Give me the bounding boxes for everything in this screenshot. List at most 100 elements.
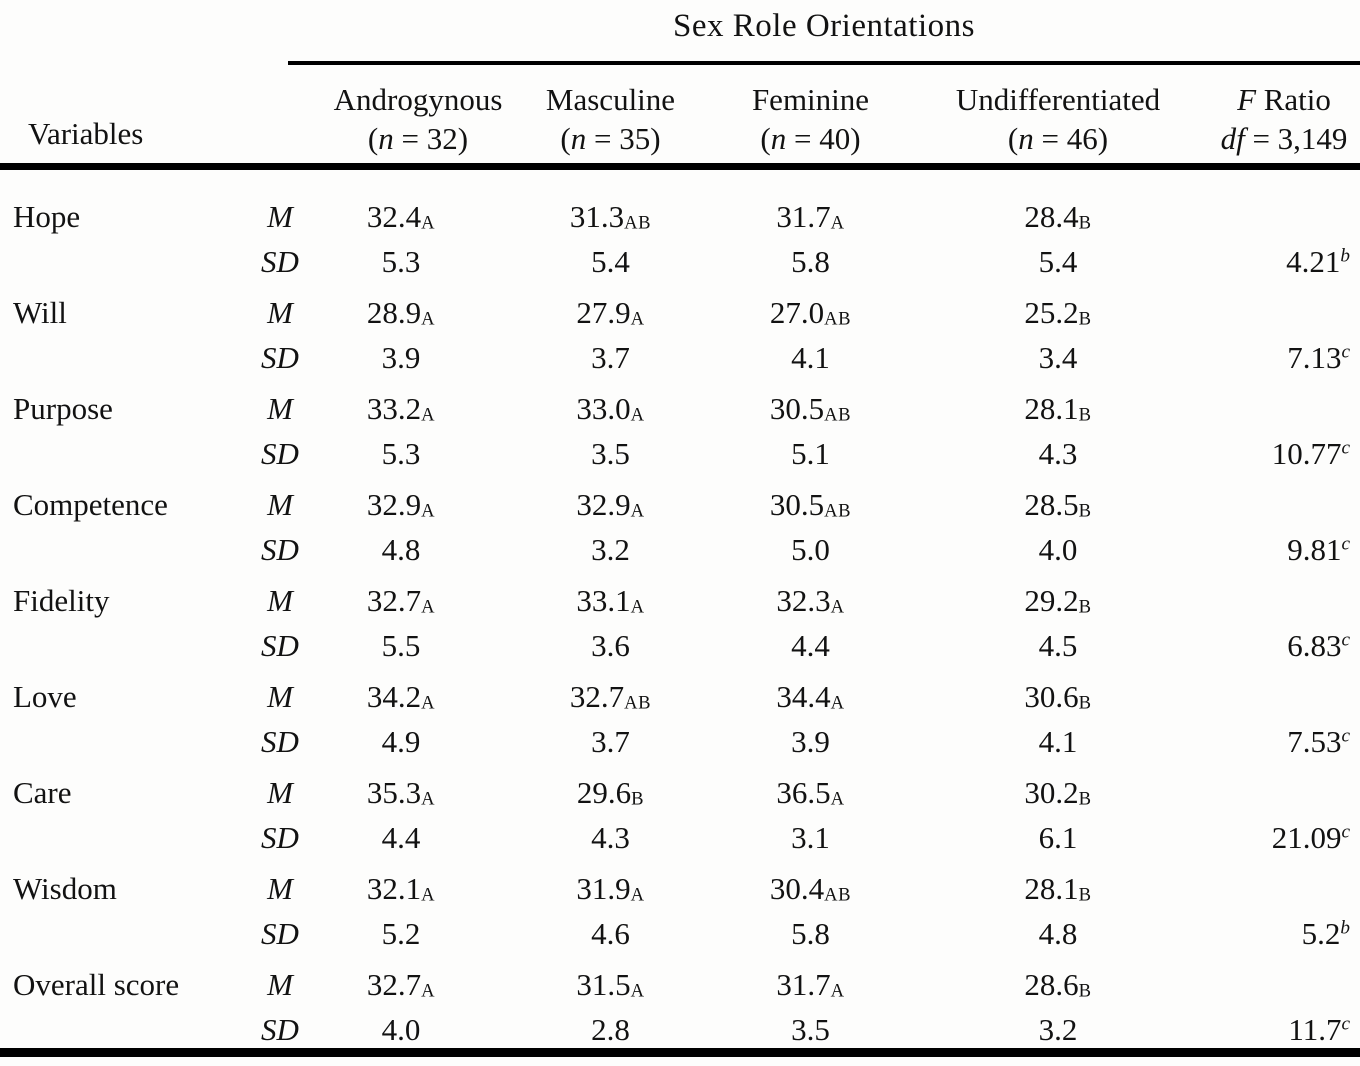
column-label: Androgynous [333, 82, 503, 117]
group-value-cell: 25.2B 3.4 [908, 290, 1208, 380]
group-value-cell: 31.9A 4.6 [508, 866, 713, 956]
stat-label-sd: SD [261, 244, 299, 279]
mean-subscript: A [630, 980, 645, 1002]
mean-line: 30.6B [908, 674, 1208, 719]
mean-subscript: A [830, 596, 845, 618]
table-row-fidelity: Fidelity M SD 32.7A 5.5 33.1A 3.6 32.3A 4.4 29.2B… [0, 578, 1360, 668]
mean-subscript: A [421, 596, 436, 618]
column-n-count: (n = 46) [908, 119, 1208, 158]
sd-value: 4.8 [381, 532, 421, 567]
stat-cell: M SD [232, 674, 328, 764]
group-value-cell: 31.7A 3.5 [713, 962, 908, 1052]
sd-value: 4.1 [791, 340, 830, 375]
group-value-cell: 30.5AB 5.1 [713, 386, 908, 476]
stat-cell: M SD [232, 482, 328, 572]
mean-line: 32.4A [328, 194, 474, 239]
group-value-cell: 31.7A 5.8 [713, 194, 908, 284]
table-row-competence: Competence M SD 32.9A 4.8 32.9A 3.2 30.5AB 5.0 28… [0, 482, 1360, 572]
sd-value: 5.8 [791, 916, 830, 951]
mean-subscript: AB [824, 500, 852, 522]
stat-label-sd: SD [261, 628, 299, 663]
group-value-cell: 33.2A 5.3 [328, 386, 508, 476]
mean-value: 32.9 [576, 487, 631, 522]
mean-line: 31.7A [713, 194, 908, 239]
column-header-masculine: Masculine (n = 35) [508, 80, 713, 158]
f-ratio-line: 6.83c [1208, 623, 1350, 668]
f-ratio-cell: 21.09c [1208, 770, 1360, 860]
mean-value: 36.5 [776, 775, 831, 810]
mean-line: 28.9A [328, 290, 474, 335]
group-value-cell: 29.6B 4.3 [508, 770, 713, 860]
variable-cell: Fidelity [0, 578, 232, 668]
column-n-count: (n = 40) [713, 119, 908, 158]
mean-subscript: A [830, 692, 845, 714]
mean-line: 32.9A [508, 482, 713, 527]
mean-subscript: A [421, 980, 436, 1002]
f-ratio-line: 7.53c [1208, 719, 1350, 764]
f-ratio-empty-line [1208, 482, 1350, 527]
mean-line: 34.2A [328, 674, 474, 719]
stat-cell: M SD [232, 386, 328, 476]
n-symbol: n [570, 121, 587, 156]
sd-value: 3.1 [791, 820, 830, 855]
variable-label: Competence [13, 487, 168, 522]
table-spanner-title: Sex Role Orientations [673, 8, 975, 44]
f-ratio-line: 5.2b [1208, 911, 1350, 956]
mean-value: 29.2 [1024, 583, 1079, 618]
stat-label-mean: M [267, 583, 293, 618]
sd-value: 5.4 [1038, 244, 1078, 279]
mean-line: 31.3AB [508, 194, 713, 239]
stat-label-sd: SD [261, 916, 299, 951]
mean-value: 28.5 [1024, 487, 1079, 522]
stat-cell: M SD [232, 290, 328, 380]
sd-value: 3.5 [791, 1012, 830, 1047]
column-label: Feminine [751, 82, 870, 117]
table-row-wisdom: Wisdom M SD 32.1A 5.2 31.9A 4.6 30.4AB 5.8 28.1B 4… [0, 866, 1360, 956]
f-ratio-line: 7.13c [1208, 335, 1350, 380]
group-value-cell: 28.9A 3.9 [328, 290, 508, 380]
f-ratio-superscript: c [1341, 533, 1350, 555]
mean-line: 31.9A [508, 866, 713, 911]
stat-label-mean: M [267, 391, 293, 426]
stat-label-mean: M [267, 199, 293, 234]
mean-line: 32.1A [328, 866, 474, 911]
variable-cell: Love [0, 674, 232, 764]
mean-value: 35.3 [366, 775, 422, 810]
ratio-word: Ratio [1256, 82, 1331, 117]
f-ratio-superscript: c [1341, 437, 1350, 459]
sd-value: 4.0 [1038, 532, 1078, 567]
f-ratio-value: 10.77 [1271, 436, 1342, 471]
table-row-love: Love M SD 34.2A 4.9 32.7AB 3.7 34.4A 3.9 30.6B 4.1… [0, 674, 1360, 764]
n-value: = 35) [586, 121, 661, 156]
f-ratio-cell: 7.53c [1208, 674, 1360, 764]
mean-line: 32.3A [713, 578, 908, 623]
mean-subscript: A [421, 500, 436, 522]
mean-value: 33.2 [366, 391, 422, 426]
stat-label-sd: SD [261, 532, 299, 567]
mean-line: 33.2A [328, 386, 474, 431]
sd-value: 3.7 [591, 724, 630, 759]
mean-value: 33.0 [576, 391, 631, 426]
stat-label-mean: M [267, 679, 293, 714]
mean-value: 31.7 [776, 967, 831, 1002]
f-ratio-superscript: c [1341, 341, 1350, 363]
group-value-cell: 32.7AB 3.7 [508, 674, 713, 764]
stat-label-sd: SD [261, 1012, 299, 1047]
sd-value: 4.3 [1038, 436, 1078, 471]
mean-line: 25.2B [908, 290, 1208, 335]
mean-subscript: B [1078, 500, 1092, 522]
mean-line: 30.5AB [713, 386, 908, 431]
sd-value: 3.4 [1038, 340, 1078, 375]
sd-value: 4.9 [381, 724, 421, 759]
sd-value: 3.5 [591, 436, 630, 471]
df-value: = 3,149 [1244, 121, 1348, 156]
f-ratio-line: 10.77c [1208, 431, 1350, 476]
mean-line: 33.0A [508, 386, 713, 431]
n-value: = 46) [1033, 121, 1109, 156]
mean-subscript: B [1078, 884, 1092, 906]
group-value-cell: 33.1A 3.6 [508, 578, 713, 668]
group-value-cell: 29.2B 4.5 [908, 578, 1208, 668]
mean-line: 29.6B [508, 770, 713, 815]
group-value-cell: 30.5AB 5.0 [713, 482, 908, 572]
